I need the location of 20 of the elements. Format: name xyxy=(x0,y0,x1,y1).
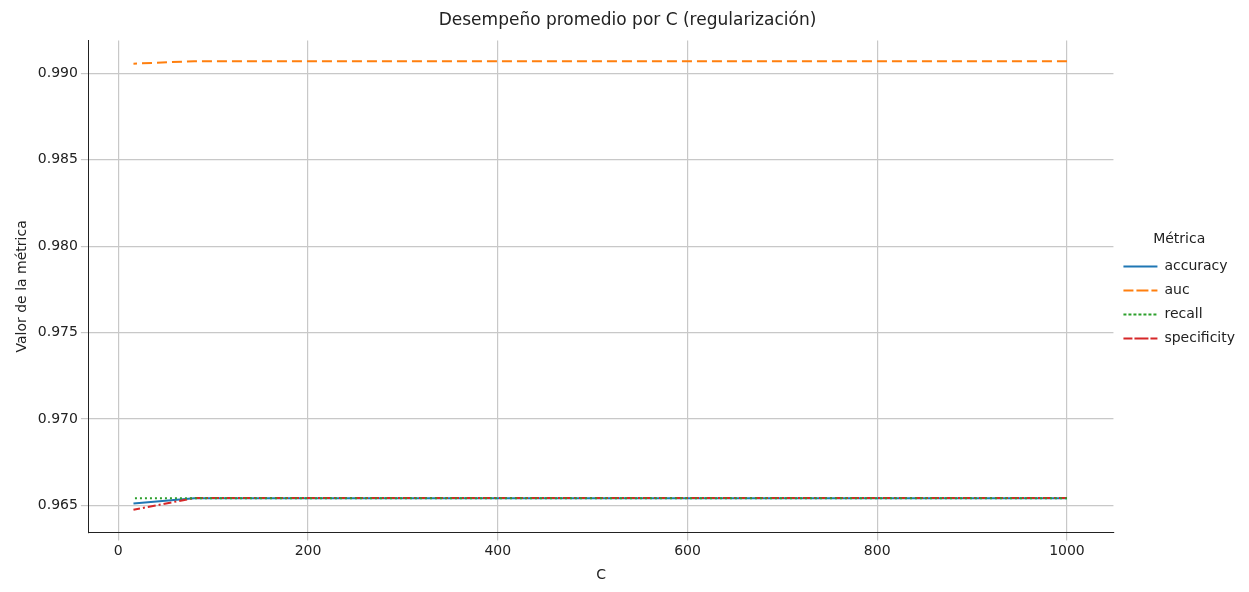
x-tick-label: 200 xyxy=(294,542,322,559)
y-tick-label: 0.985 xyxy=(37,150,78,167)
y-tick-label: 0.970 xyxy=(37,409,78,426)
legend-title: Métrica xyxy=(1153,230,1206,247)
legend-label: recall xyxy=(1164,305,1203,322)
legend-label: accuracy xyxy=(1164,257,1228,274)
y-tick-label: 0.965 xyxy=(37,495,78,512)
x-axis-title: C xyxy=(596,566,607,583)
x-tick-label: 400 xyxy=(484,542,512,559)
legend-label: specificity xyxy=(1164,329,1235,346)
legend-label: auc xyxy=(1164,281,1190,298)
x-tick-label: 1000 xyxy=(1049,542,1085,559)
y-tick-label: 0.975 xyxy=(37,323,78,340)
x-tick-label: 600 xyxy=(674,542,701,559)
x-tick-label: 0 xyxy=(113,542,123,559)
y-axis-title: Valor de la métrica xyxy=(13,220,30,353)
y-tick-label: 0.990 xyxy=(37,64,78,81)
x-tick-label: 800 xyxy=(863,542,891,559)
chart-title: Desempeño promedio por C (regularización) xyxy=(438,8,817,29)
y-tick-label: 0.980 xyxy=(37,236,78,253)
